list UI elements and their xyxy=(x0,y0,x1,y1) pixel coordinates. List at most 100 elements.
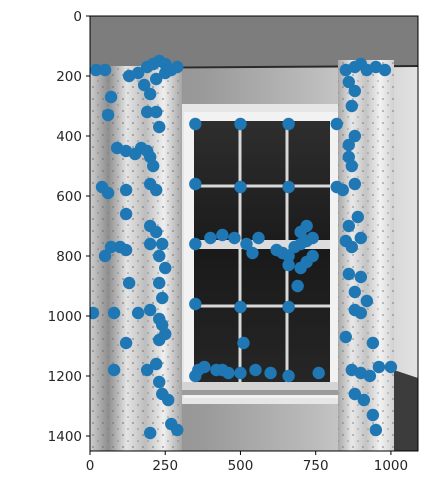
scatter-point xyxy=(336,183,349,197)
scatter-point xyxy=(159,327,172,341)
y-tick-label: 1000 xyxy=(48,309,82,325)
scatter-point xyxy=(150,105,163,119)
x-tick-label: 0 xyxy=(86,458,95,474)
scatter-point xyxy=(159,66,172,80)
scatter-point xyxy=(282,249,295,263)
x-tick-label: 250 xyxy=(152,458,178,474)
scatter-point xyxy=(378,63,392,77)
y-tick-label: 0 xyxy=(73,9,82,25)
scatter-point xyxy=(198,360,211,374)
scatter-point xyxy=(384,360,398,374)
scatter-point xyxy=(150,357,163,371)
scatter-point xyxy=(348,84,362,98)
scatter-point xyxy=(282,300,295,314)
scatter-point xyxy=(372,360,386,374)
scatter-point xyxy=(354,306,368,320)
scatter-point xyxy=(162,393,175,407)
scatter-point xyxy=(90,306,100,320)
y-tick-label: 1200 xyxy=(48,369,82,385)
y-tick-label: 400 xyxy=(56,129,82,145)
scatter-point xyxy=(354,270,368,284)
scatter-point xyxy=(342,267,355,281)
scatter-point xyxy=(342,75,355,89)
scatter-point xyxy=(300,219,313,233)
scatter-point xyxy=(156,237,169,251)
y-axis: 0 200 400 600 800 1000 1200 1400 xyxy=(48,9,90,445)
scatter-point xyxy=(369,423,383,437)
scatter-point xyxy=(143,237,157,251)
scatter-point xyxy=(342,138,355,152)
scatter-point xyxy=(90,63,103,77)
scatter-point xyxy=(234,300,247,314)
scatter-point xyxy=(348,285,362,299)
scatter-point xyxy=(140,105,154,119)
scatter-point xyxy=(98,63,112,77)
scatter-point xyxy=(98,249,112,263)
scatter-point xyxy=(146,159,160,173)
scatter-point xyxy=(366,408,380,422)
scatter-point xyxy=(107,363,121,377)
scatter-point xyxy=(249,363,262,377)
scatter-point xyxy=(282,369,295,383)
scatter-point xyxy=(131,66,145,80)
scatter-point xyxy=(360,294,374,308)
x-axis: 0 250 500 750 1000 xyxy=(86,451,408,474)
x-tick-label: 500 xyxy=(228,458,254,474)
scatter-point xyxy=(153,249,166,263)
scatter-point xyxy=(153,120,166,134)
scatter-point xyxy=(143,426,157,440)
y-tick-label: 800 xyxy=(56,249,82,265)
scatter-point xyxy=(339,330,352,344)
scatter-point xyxy=(348,387,362,401)
scatter-point xyxy=(345,159,358,173)
scatter-point xyxy=(348,129,362,143)
scatter-point xyxy=(222,366,235,380)
y-tick-label: 200 xyxy=(56,69,82,85)
scatter-point xyxy=(189,177,202,191)
scatter-point xyxy=(104,240,118,254)
scatter-point xyxy=(210,363,223,377)
scatter-point xyxy=(234,180,247,194)
scatter-point xyxy=(234,366,247,380)
scatter-point xyxy=(264,366,277,380)
scatter-point xyxy=(312,366,325,380)
scatter-point xyxy=(150,72,163,86)
scatter-point xyxy=(228,231,241,245)
y-tick-label: 600 xyxy=(56,189,82,205)
scatter-point xyxy=(252,231,265,245)
scatter-point xyxy=(246,246,259,260)
scatter-point xyxy=(330,117,343,131)
scatter-point xyxy=(366,336,380,350)
scatter-point xyxy=(240,237,253,251)
scatter-point xyxy=(348,177,362,191)
scatter-point xyxy=(282,180,295,194)
x-tick-label: 1000 xyxy=(374,458,408,474)
scatter-point xyxy=(216,228,229,242)
scatter-point xyxy=(159,261,172,275)
scatter-point xyxy=(143,87,157,101)
scatter-point xyxy=(282,258,295,272)
scatter-point xyxy=(171,60,184,74)
scatter-point xyxy=(104,90,118,104)
x-tick-label: 750 xyxy=(303,458,329,474)
scatter-point xyxy=(345,99,358,113)
scatter-point xyxy=(153,375,166,389)
scatter-point xyxy=(237,336,250,350)
scatter-point xyxy=(351,210,365,224)
scatter-point xyxy=(119,243,133,257)
scatter-point xyxy=(153,276,166,290)
scatter-point xyxy=(291,279,304,293)
scatter-point xyxy=(189,297,202,311)
scatter-point xyxy=(282,117,295,131)
scatter-point xyxy=(306,231,319,245)
scatter-point xyxy=(131,306,145,320)
scatter-point xyxy=(345,240,358,254)
scatter-point xyxy=(156,291,169,305)
scatter-point xyxy=(357,393,371,407)
plot-frame xyxy=(89,15,419,452)
scatter-point xyxy=(150,183,163,197)
scatter-point xyxy=(363,369,377,383)
scatter-point xyxy=(189,117,202,131)
y-tick-label: 1400 xyxy=(48,429,82,445)
